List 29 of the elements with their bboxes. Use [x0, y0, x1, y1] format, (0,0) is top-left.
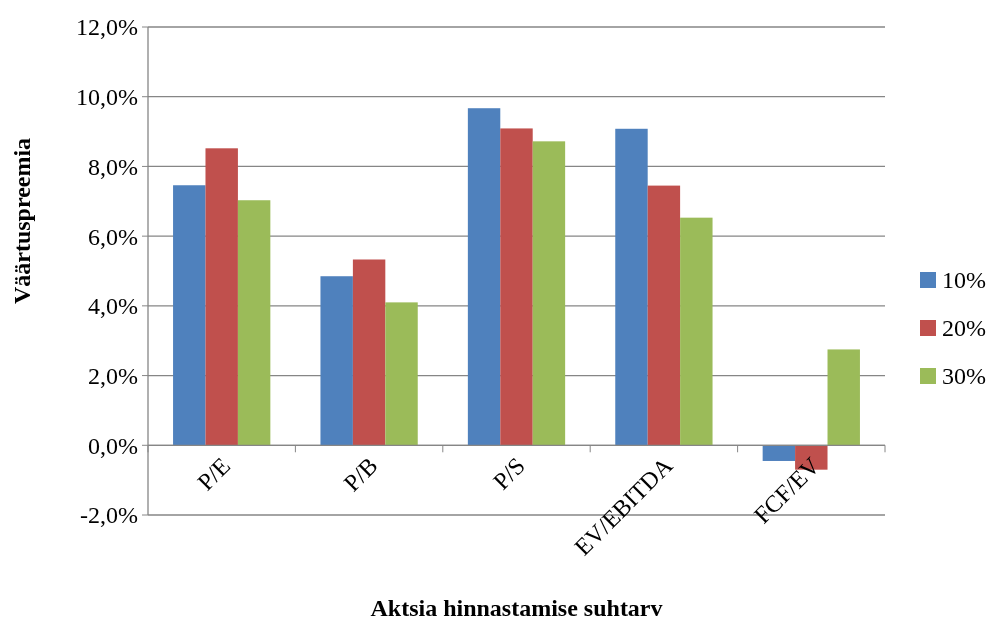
- y-tick-label: 2,0%: [88, 362, 138, 389]
- bar: [532, 141, 566, 446]
- bar: [320, 276, 353, 446]
- y-tick-label: 8,0%: [88, 153, 138, 180]
- bar: [647, 185, 681, 446]
- y-tick-label: 0,0%: [88, 432, 138, 459]
- bar: [173, 185, 206, 446]
- legend-label: 10%: [942, 267, 986, 294]
- legend-label: 20%: [942, 315, 986, 342]
- bar: [615, 128, 648, 446]
- x-tick-label: P/B: [338, 452, 383, 497]
- legend-label: 30%: [942, 363, 986, 390]
- y-axis-title: Väärtuspreemia: [9, 137, 35, 305]
- x-tick-label: P/E: [192, 452, 236, 496]
- bar: [205, 148, 238, 446]
- bar: [237, 200, 271, 446]
- x-axis-title: Aktsia hinnastamise suhtarv: [370, 595, 663, 621]
- y-tick-label: 6,0%: [88, 223, 138, 250]
- y-tick-label: 12,0%: [76, 14, 138, 41]
- bar: [352, 259, 386, 446]
- y-tick-label: 4,0%: [88, 293, 138, 320]
- bar: [500, 128, 533, 446]
- bar: [827, 349, 860, 446]
- x-tick-label: P/S: [488, 452, 531, 495]
- bar: [680, 217, 713, 446]
- bar: [467, 108, 501, 446]
- y-tick-label: 10,0%: [76, 84, 138, 111]
- bar: [385, 302, 418, 446]
- y-tick-label: -2,0%: [80, 502, 139, 529]
